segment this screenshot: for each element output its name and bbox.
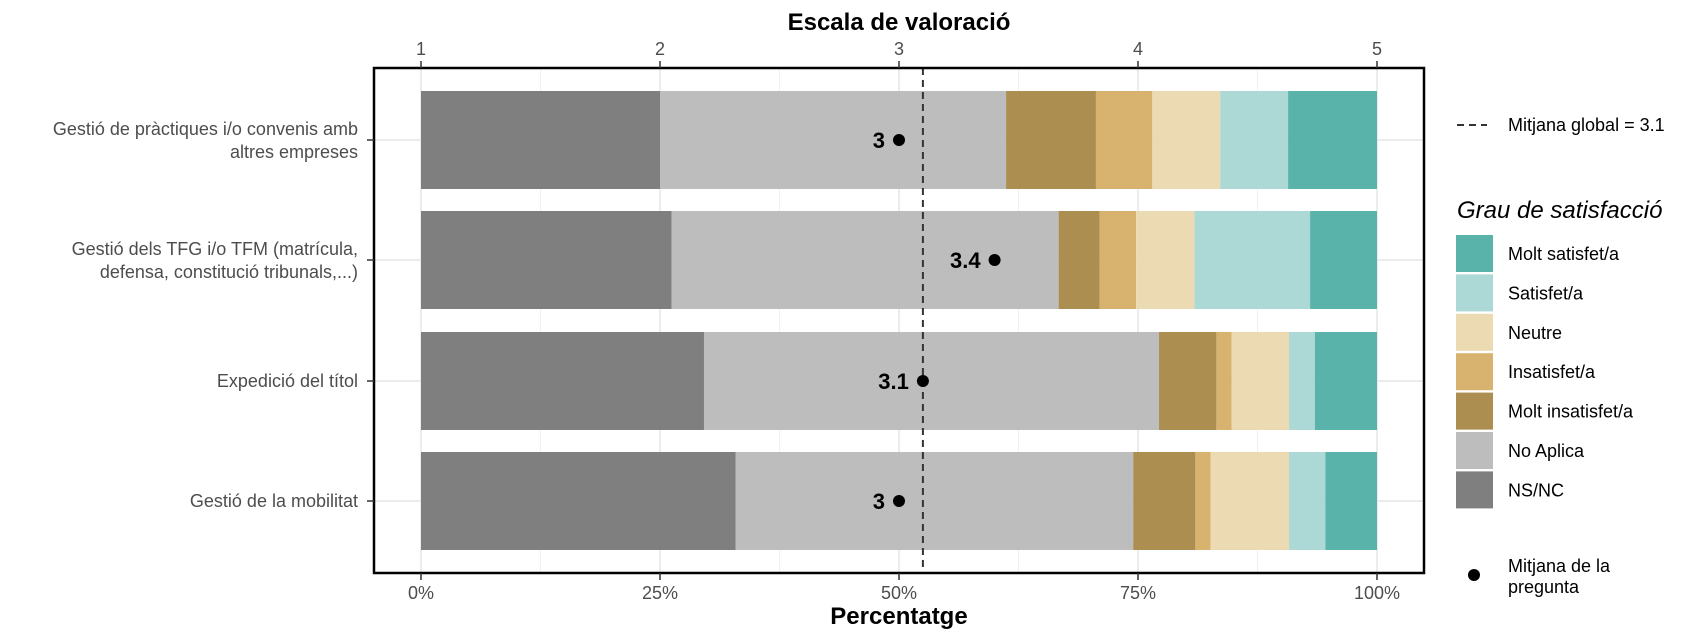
question-mean-point <box>989 254 1001 266</box>
bar-segment-molt-insatisfet-a <box>1006 91 1096 189</box>
bar-segment-insatisfet-a <box>1216 332 1231 430</box>
legend-item-label: NS/NC <box>1508 480 1564 500</box>
top-axis-tick-label: 3 <box>894 39 904 59</box>
bar-segment-no-aplica <box>736 452 1134 550</box>
legend-item-label: No Aplica <box>1508 441 1585 461</box>
bar-segment-insatisfet-a <box>1096 91 1152 189</box>
bar-segment-ns-nc <box>421 91 660 189</box>
bottom-axis-tick-label: 0% <box>408 583 434 603</box>
bar-segment-insatisfet-a <box>1195 452 1210 550</box>
legend-swatch <box>1456 314 1493 351</box>
bar-segment-no-aplica <box>660 91 1006 189</box>
legend-swatch <box>1456 432 1493 469</box>
legend-swatch <box>1456 353 1493 390</box>
legend-mean-point-key <box>1468 569 1480 581</box>
legend-mean-point-label: pregunta <box>1508 577 1580 597</box>
top-axis-tick-label: 5 <box>1372 39 1382 59</box>
legend-title: Grau de satisfacció <box>1457 197 1662 224</box>
bottom-axis-title: Percentatge <box>830 603 967 629</box>
category-label: Gestió dels TFG i/o TFM (matrícula, <box>72 239 358 259</box>
bottom-axis-tick-label: 50% <box>881 583 917 603</box>
bar-segment-molt-satisfet-a <box>1288 91 1377 189</box>
bar-segment-satisfet-a <box>1289 452 1325 550</box>
bar-segment-satisfet-a <box>1194 211 1310 309</box>
bar-segment-neutre <box>1211 452 1289 550</box>
top-axis-tick-label: 4 <box>1133 39 1143 59</box>
question-mean-label: 3 <box>873 489 885 514</box>
category-label: Gestió de la mobilitat <box>190 491 358 511</box>
question-mean-point <box>893 134 905 146</box>
question-mean-point <box>917 375 929 387</box>
legend-swatch <box>1456 393 1493 430</box>
bar-segment-molt-insatisfet-a <box>1059 211 1100 309</box>
category-label: Expedició del títol <box>217 371 358 391</box>
bottom-axis-tick-label: 25% <box>642 583 678 603</box>
legend-mean-point-label: Mitjana de la <box>1508 556 1611 576</box>
top-axis-tick-label: 1 <box>416 39 426 59</box>
legend-item-label: Satisfet/a <box>1508 283 1584 303</box>
bar-segment-molt-satisfet-a <box>1325 452 1377 550</box>
bar-segment-no-aplica <box>704 332 1159 430</box>
legend-item-label: Insatisfet/a <box>1508 362 1596 382</box>
top-axis-title: Escala de valoració <box>788 9 1011 36</box>
bar-segment-insatisfet-a <box>1100 211 1136 309</box>
bar-segment-ns-nc <box>421 211 671 309</box>
category-label: defensa, constitució tribunals,...) <box>100 262 358 282</box>
question-mean-label: 3 <box>873 128 885 153</box>
bar-segment-neutre <box>1152 91 1220 189</box>
bar-segment-neutre <box>1136 211 1194 309</box>
legend-swatch <box>1456 274 1493 311</box>
bar-segment-ns-nc <box>421 332 704 430</box>
bar-segment-satisfet-a <box>1220 91 1288 189</box>
question-mean-label: 3.4 <box>950 248 981 273</box>
legend-item-label: Molt insatisfet/a <box>1508 402 1634 422</box>
legend-swatch <box>1456 235 1493 272</box>
legend-item-label: Neutre <box>1508 323 1562 343</box>
bar-segment-molt-satisfet-a <box>1310 211 1377 309</box>
bar-segment-molt-satisfet-a <box>1315 332 1377 430</box>
bar-segment-satisfet-a <box>1289 332 1315 430</box>
category-label: Gestió de pràctiques i/o convenis amb <box>53 119 358 139</box>
bottom-axis-tick-label: 75% <box>1120 583 1156 603</box>
question-mean-point <box>893 495 905 507</box>
bar-segment-neutre <box>1232 332 1289 430</box>
legend-global-mean-label: Mitjana global = 3.1 <box>1508 115 1665 135</box>
bar-segment-ns-nc <box>421 452 736 550</box>
question-mean-label: 3.1 <box>878 369 909 394</box>
top-axis-tick-label: 2 <box>655 39 665 59</box>
bar-segment-molt-insatisfet-a <box>1133 452 1195 550</box>
bottom-axis-tick-label: 100% <box>1354 583 1400 603</box>
legend-swatch <box>1456 471 1493 508</box>
bar-segment-molt-insatisfet-a <box>1159 332 1216 430</box>
legend-item-label: Molt satisfet/a <box>1508 244 1620 264</box>
category-label: altres empreses <box>230 142 358 162</box>
